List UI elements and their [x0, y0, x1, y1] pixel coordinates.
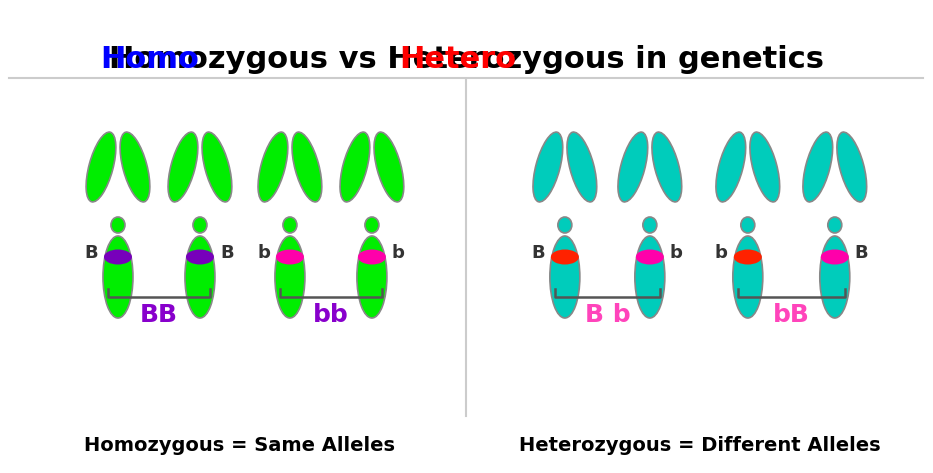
Ellipse shape	[374, 132, 404, 202]
Ellipse shape	[741, 217, 755, 233]
Ellipse shape	[186, 249, 214, 264]
Ellipse shape	[732, 236, 763, 318]
Ellipse shape	[168, 132, 198, 202]
Ellipse shape	[202, 132, 231, 202]
Ellipse shape	[276, 249, 304, 264]
Text: B: B	[220, 244, 233, 262]
Ellipse shape	[185, 236, 215, 318]
Ellipse shape	[635, 249, 664, 264]
Ellipse shape	[103, 236, 133, 318]
Text: Heterozygous = Different Alleles: Heterozygous = Different Alleles	[519, 436, 881, 455]
Text: Homo: Homo	[100, 45, 199, 74]
Ellipse shape	[283, 217, 297, 233]
Ellipse shape	[292, 132, 322, 202]
Ellipse shape	[111, 217, 125, 233]
Text: b: b	[670, 244, 683, 262]
Ellipse shape	[634, 236, 665, 318]
Ellipse shape	[643, 217, 657, 233]
Ellipse shape	[365, 217, 379, 233]
Ellipse shape	[750, 132, 780, 202]
Text: bB: bB	[773, 303, 810, 327]
Text: Hetero: Hetero	[398, 45, 516, 74]
Ellipse shape	[357, 236, 387, 318]
Ellipse shape	[734, 249, 762, 264]
Ellipse shape	[828, 217, 842, 233]
Ellipse shape	[340, 132, 369, 202]
Text: b: b	[715, 244, 728, 262]
Text: b: b	[392, 244, 405, 262]
Ellipse shape	[120, 132, 150, 202]
Text: B: B	[531, 244, 545, 262]
Ellipse shape	[193, 217, 207, 233]
Ellipse shape	[86, 132, 116, 202]
Ellipse shape	[716, 132, 745, 202]
Text: B: B	[855, 244, 869, 262]
Ellipse shape	[258, 132, 287, 202]
Ellipse shape	[567, 132, 597, 202]
Text: Homozygous vs Heterozygous in genetics: Homozygous vs Heterozygous in genetics	[109, 45, 824, 74]
Ellipse shape	[820, 236, 850, 318]
Ellipse shape	[104, 249, 132, 264]
Ellipse shape	[558, 217, 572, 233]
Text: B b: B b	[585, 303, 630, 327]
Text: BB: BB	[140, 303, 178, 327]
Ellipse shape	[550, 236, 579, 318]
Ellipse shape	[618, 132, 648, 202]
Ellipse shape	[652, 132, 682, 202]
Text: B: B	[84, 244, 98, 262]
Ellipse shape	[550, 249, 578, 264]
Ellipse shape	[837, 132, 867, 202]
Ellipse shape	[803, 132, 832, 202]
Ellipse shape	[821, 249, 849, 264]
Text: b: b	[258, 244, 270, 262]
Ellipse shape	[533, 132, 563, 202]
Ellipse shape	[275, 236, 305, 318]
Text: Homozygous = Same Alleles: Homozygous = Same Alleles	[85, 436, 396, 455]
Ellipse shape	[358, 249, 386, 264]
Text: bb: bb	[313, 303, 349, 327]
